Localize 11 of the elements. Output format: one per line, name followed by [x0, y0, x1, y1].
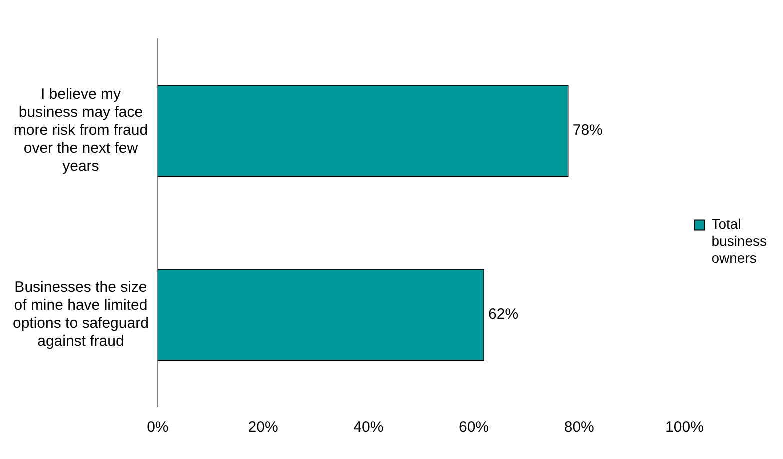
- x-tick-label: 20%: [248, 419, 278, 436]
- x-tick-label: 0%: [147, 419, 169, 436]
- x-tick-label: 80%: [564, 419, 594, 436]
- x-tick-label: 40%: [354, 419, 384, 436]
- x-tick-label: 60%: [459, 419, 490, 436]
- x-tick-label: 100%: [666, 419, 704, 436]
- text: 78%: [572, 122, 603, 140]
- y-tick-label: I believe my business may face more risk from fraud over the next few years: [14, 86, 148, 176]
- text: 62%: [488, 306, 519, 324]
- legend-label: Total business owners: [712, 216, 768, 266]
- y-tick-label: Businesses the size of mine have limited options to safeguard against fraud: [12, 279, 149, 350]
